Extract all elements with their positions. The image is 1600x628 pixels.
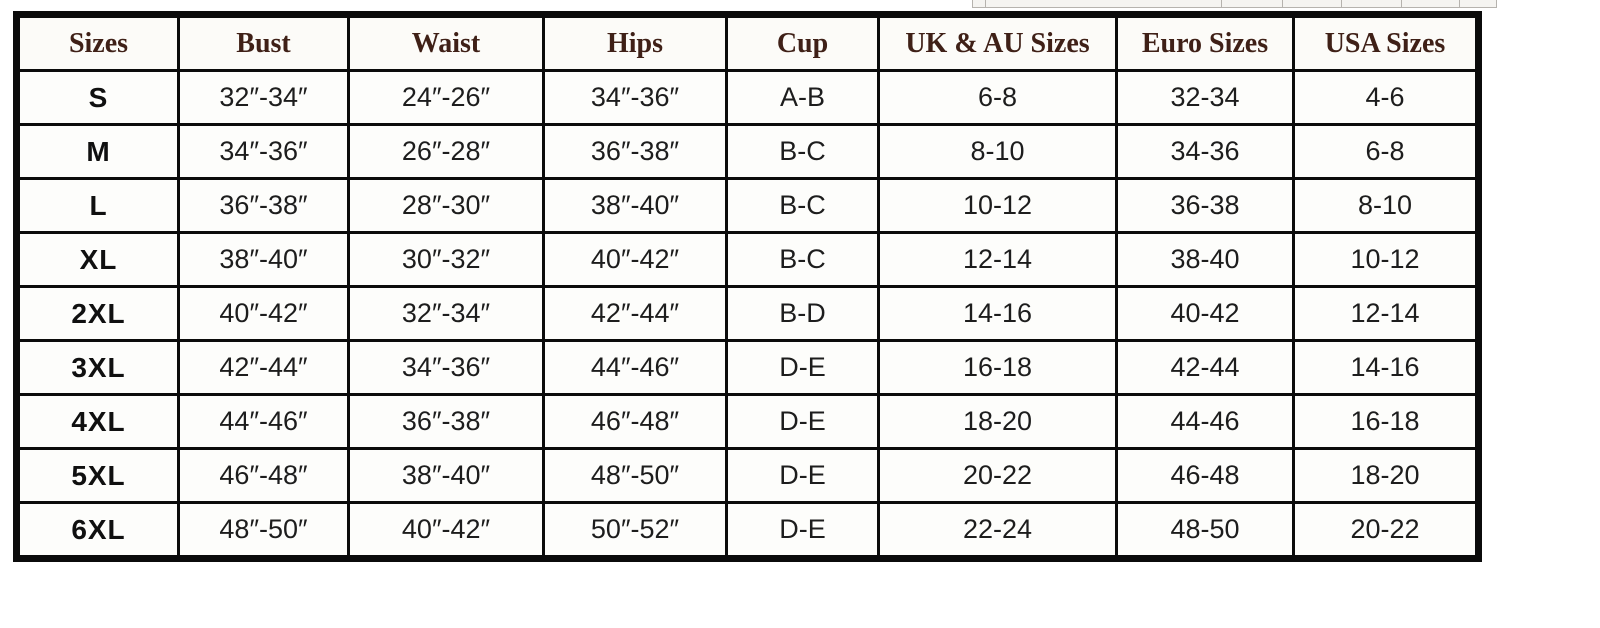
cropped-table-fragment <box>972 0 1497 8</box>
cup-cell: D-E <box>725 447 880 504</box>
size-cell: S <box>15 69 180 126</box>
header-waist: Waist <box>347 13 545 72</box>
hips-cell: 44″-46″ <box>542 339 728 396</box>
size-cell: L <box>15 177 180 234</box>
uk-au-cell: 12-14 <box>877 231 1118 288</box>
cup-cell: B-D <box>725 285 880 342</box>
header-sizes: Sizes <box>15 13 180 72</box>
uk-au-cell: 20-22 <box>877 447 1118 504</box>
header-uk-au-sizes: UK & AU Sizes <box>877 13 1118 72</box>
table-row: S 32″-34″ 24″-26″ 34″-36″ A-B 6-8 32-34 … <box>15 69 1480 126</box>
bust-cell: 34″-36″ <box>177 123 350 180</box>
fragment-cell <box>1222 0 1283 7</box>
uk-au-cell: 6-8 <box>877 69 1118 126</box>
waist-cell: 32″-34″ <box>347 285 545 342</box>
euro-cell: 40-42 <box>1115 285 1295 342</box>
usa-cell: 6-8 <box>1292 123 1480 180</box>
fragment-cell <box>1283 0 1342 7</box>
waist-cell: 38″-40″ <box>347 447 545 504</box>
usa-cell: 8-10 <box>1292 177 1480 234</box>
bust-cell: 42″-44″ <box>177 339 350 396</box>
usa-cell: 12-14 <box>1292 285 1480 342</box>
bust-cell: 48″-50″ <box>177 501 350 560</box>
uk-au-cell: 14-16 <box>877 285 1118 342</box>
euro-cell: 38-40 <box>1115 231 1295 288</box>
header-bust: Bust <box>177 13 350 72</box>
waist-cell: 40″-42″ <box>347 501 545 560</box>
waist-cell: 36″-38″ <box>347 393 545 450</box>
euro-cell: 32-34 <box>1115 69 1295 126</box>
usa-cell: 20-22 <box>1292 501 1480 560</box>
header-usa-sizes: USA Sizes <box>1292 13 1480 72</box>
waist-cell: 30″-32″ <box>347 231 545 288</box>
euro-cell: 36-38 <box>1115 177 1295 234</box>
hips-cell: 42″-44″ <box>542 285 728 342</box>
uk-au-cell: 8-10 <box>877 123 1118 180</box>
hips-cell: 34″-36″ <box>542 69 728 126</box>
waist-cell: 28″-30″ <box>347 177 545 234</box>
hips-cell: 40″-42″ <box>542 231 728 288</box>
size-cell: 6XL <box>15 501 180 560</box>
size-cell: 4XL <box>15 393 180 450</box>
euro-cell: 44-46 <box>1115 393 1295 450</box>
table-row: 4XL 44″-46″ 36″-38″ 46″-48″ D-E 18-20 44… <box>15 393 1480 450</box>
size-cell: 3XL <box>15 339 180 396</box>
table-row: 5XL 46″-48″ 38″-40″ 48″-50″ D-E 20-22 46… <box>15 447 1480 504</box>
bust-cell: 46″-48″ <box>177 447 350 504</box>
usa-cell: 4-6 <box>1292 69 1480 126</box>
table-row: L 36″-38″ 28″-30″ 38″-40″ B-C 10-12 36-3… <box>15 177 1480 234</box>
cup-cell: D-E <box>725 501 880 560</box>
cup-cell: B-C <box>725 231 880 288</box>
usa-cell: 14-16 <box>1292 339 1480 396</box>
hips-cell: 36″-38″ <box>542 123 728 180</box>
hips-cell: 48″-50″ <box>542 447 728 504</box>
fragment-cell <box>1402 0 1460 7</box>
bust-cell: 38″-40″ <box>177 231 350 288</box>
fragment-cell <box>973 0 986 7</box>
waist-cell: 26″-28″ <box>347 123 545 180</box>
hips-cell: 46″-48″ <box>542 393 728 450</box>
header-hips: Hips <box>542 13 728 72</box>
euro-cell: 46-48 <box>1115 447 1295 504</box>
usa-cell: 18-20 <box>1292 447 1480 504</box>
table-row: 2XL 40″-42″ 32″-34″ 42″-44″ B-D 14-16 40… <box>15 285 1480 342</box>
bust-cell: 32″-34″ <box>177 69 350 126</box>
uk-au-cell: 10-12 <box>877 177 1118 234</box>
cup-cell: A-B <box>725 69 880 126</box>
cup-cell: D-E <box>725 339 880 396</box>
cup-cell: B-C <box>725 177 880 234</box>
bust-cell: 44″-46″ <box>177 393 350 450</box>
uk-au-cell: 16-18 <box>877 339 1118 396</box>
header-euro-sizes: Euro Sizes <box>1115 13 1295 72</box>
bust-cell: 40″-42″ <box>177 285 350 342</box>
waist-cell: 34″-36″ <box>347 339 545 396</box>
header-cup: Cup <box>725 13 880 72</box>
euro-cell: 42-44 <box>1115 339 1295 396</box>
usa-cell: 10-12 <box>1292 231 1480 288</box>
uk-au-cell: 18-20 <box>877 393 1118 450</box>
bust-cell: 36″-38″ <box>177 177 350 234</box>
cup-cell: B-C <box>725 123 880 180</box>
uk-au-cell: 22-24 <box>877 501 1118 560</box>
table-row: 3XL 42″-44″ 34″-36″ 44″-46″ D-E 16-18 42… <box>15 339 1480 396</box>
fragment-cell <box>1342 0 1402 7</box>
cup-cell: D-E <box>725 393 880 450</box>
euro-cell: 48-50 <box>1115 501 1295 560</box>
table-header-row: Sizes Bust Waist Hips Cup UK & AU Sizes … <box>15 13 1480 72</box>
table-row: XL 38″-40″ 30″-32″ 40″-42″ B-C 12-14 38-… <box>15 231 1480 288</box>
table-row: M 34″-36″ 26″-28″ 36″-38″ B-C 8-10 34-36… <box>15 123 1480 180</box>
size-cell: 2XL <box>15 285 180 342</box>
waist-cell: 24″-26″ <box>347 69 545 126</box>
fragment-cell <box>1460 0 1496 7</box>
table-row: 6XL 48″-50″ 40″-42″ 50″-52″ D-E 22-24 48… <box>15 501 1480 560</box>
hips-cell: 38″-40″ <box>542 177 728 234</box>
size-chart-table: Sizes Bust Waist Hips Cup UK & AU Sizes … <box>13 11 1482 562</box>
size-cell: M <box>15 123 180 180</box>
hips-cell: 50″-52″ <box>542 501 728 560</box>
euro-cell: 34-36 <box>1115 123 1295 180</box>
usa-cell: 16-18 <box>1292 393 1480 450</box>
size-cell: 5XL <box>15 447 180 504</box>
size-cell: XL <box>15 231 180 288</box>
fragment-cell <box>986 0 1222 7</box>
